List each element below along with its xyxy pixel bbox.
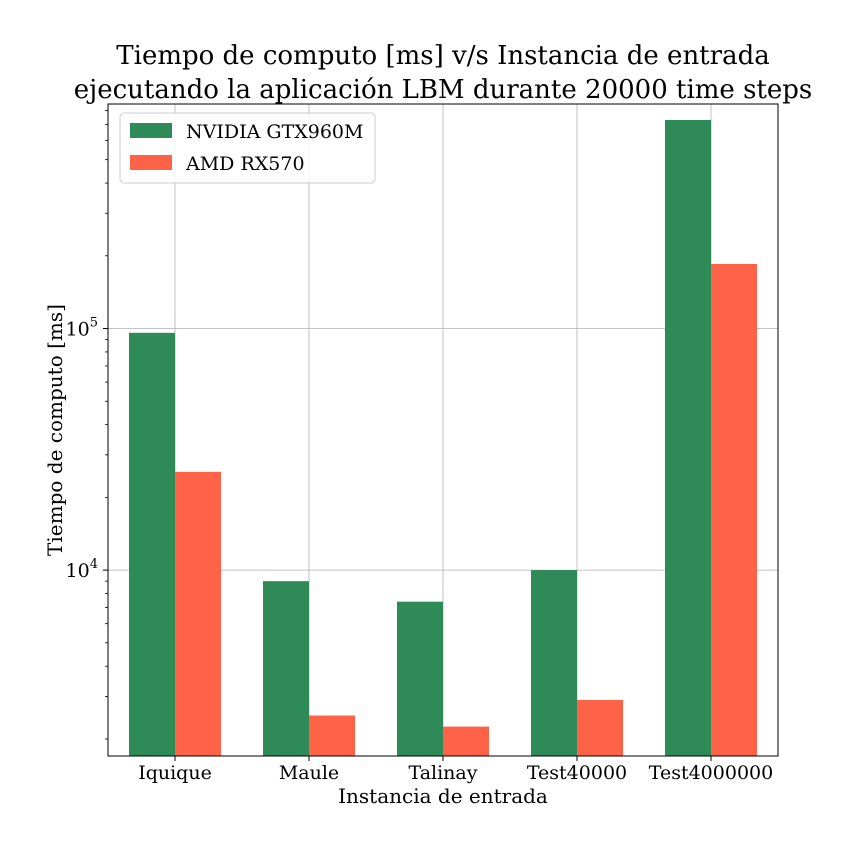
bar-nvidia <box>129 332 175 756</box>
legend-label-amd: AMD RX570 <box>185 153 305 175</box>
x-axis-label: Instancia de entrada <box>338 784 548 808</box>
bar-amd <box>175 471 221 756</box>
bar-nvidia <box>665 119 711 757</box>
y-axis-label: Tiempo de computo [ms] <box>43 304 67 556</box>
legend-label-nvidia: NVIDIA GTX960M <box>186 121 363 143</box>
bar-amd <box>577 699 623 756</box>
legend: NVIDIA GTX960M AMD RX570 <box>119 112 376 184</box>
chart-title-line-1: Tiempo de computo [ms] v/s Instancia de … <box>116 41 769 71</box>
legend-swatch-nvidia <box>130 123 172 138</box>
x-tick-label: Test40000 <box>527 762 627 784</box>
legend-swatch-amd <box>130 155 172 170</box>
x-tick-layer: Iquique Maule Talinay Test40000 Test4000000 <box>138 756 773 784</box>
bar-amd <box>309 715 355 756</box>
bar-nvidia <box>263 581 309 756</box>
bars-layer <box>129 119 757 757</box>
bar-nvidia <box>531 570 577 756</box>
bar-amd <box>711 263 757 756</box>
x-tick-label: Talinay <box>409 762 478 784</box>
y-tick-layer: 104 105 <box>66 109 108 740</box>
y-tick-label: 105 <box>66 316 98 341</box>
y-tick-label: 104 <box>66 557 98 582</box>
bar-nvidia <box>397 601 443 756</box>
legend-box <box>119 112 376 184</box>
x-tick-label: Test4000000 <box>649 762 773 784</box>
x-tick-label: Iquique <box>138 762 212 784</box>
x-tick-label: Maule <box>279 762 339 784</box>
bar-amd <box>443 726 489 756</box>
chart-title-line-2: ejecutando la aplicación LBM durante 200… <box>74 75 813 105</box>
